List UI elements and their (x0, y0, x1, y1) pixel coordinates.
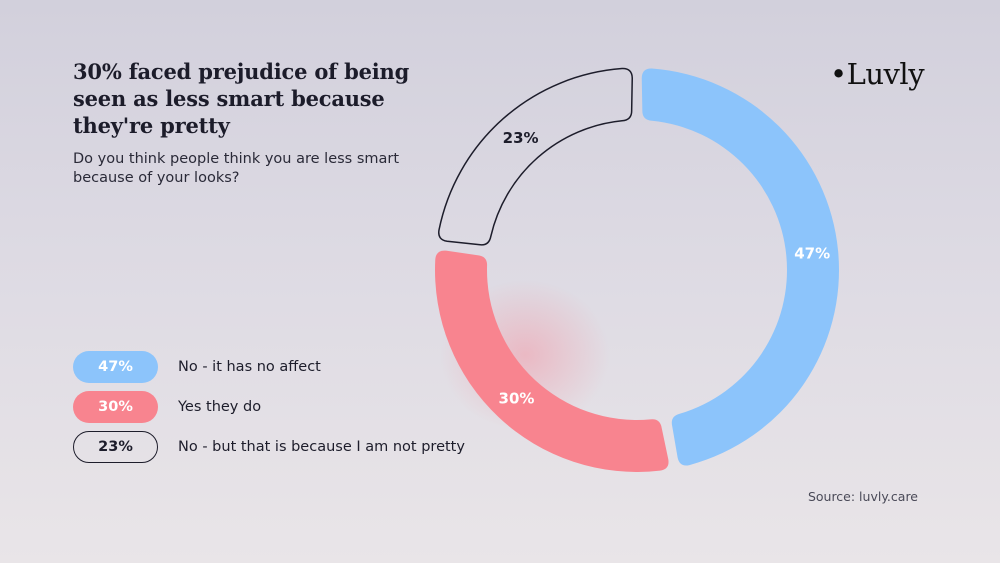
legend-badge-yes-they-do: 30% (73, 391, 158, 423)
legend-badge-not-pretty: 23% (73, 431, 158, 463)
legend-item-yes-they-do: 30% Yes they do (73, 391, 465, 423)
slice-not-pretty (438, 67, 634, 246)
legend-badge-no-affect: 47% (73, 351, 158, 383)
legend-item-no-affect: 47% No - it has no affect (73, 351, 465, 383)
legend-label-no-affect: No - it has no affect (178, 359, 321, 375)
legend-label-not-pretty: No - but that is because I am not pretty (178, 439, 465, 455)
slice-no-affect (641, 68, 840, 466)
legend-label-yes-they-do: Yes they do (178, 399, 262, 415)
source-note: Source: luvly.care (807, 489, 918, 504)
slice-label-no-affect: 47% (794, 244, 830, 262)
legend: 47% No - it has no affect 30% Yes they d… (73, 351, 465, 471)
slice-yes-they-do (435, 250, 669, 472)
slice-label-yes-they-do: 30% (499, 389, 535, 407)
legend-item-not-pretty: 23% No - but that is because I am not pr… (73, 431, 465, 463)
luvly-logo: •Luvly (830, 57, 925, 91)
chart-subtitle: Do you think people think you are less s… (73, 151, 400, 186)
slice-label-not-pretty: 23% (503, 129, 539, 147)
chart-title: 30% faced prejudice of being seen as les… (73, 59, 410, 138)
